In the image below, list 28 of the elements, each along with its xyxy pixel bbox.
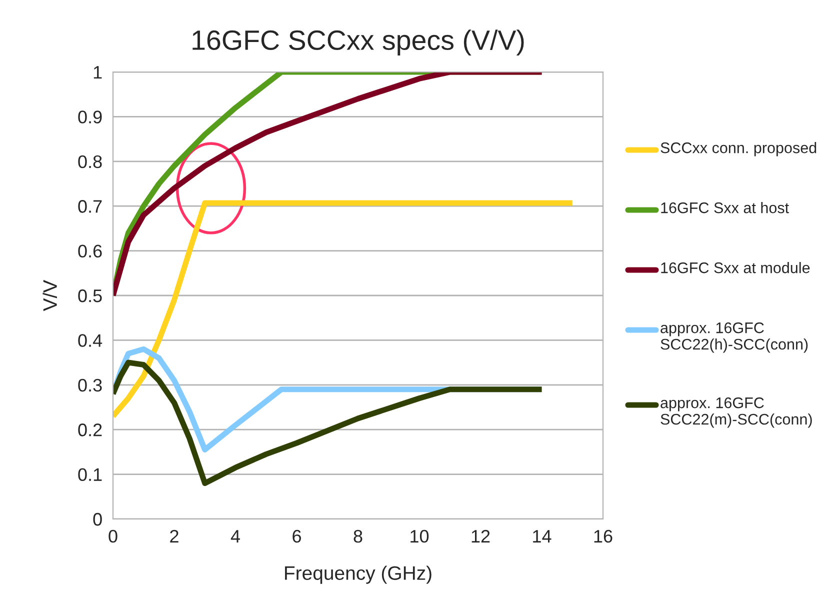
y-tick-label: 0.9 bbox=[78, 110, 102, 124]
legend-label: approx. 16GFC SCC22(h)-SCC(conn) bbox=[660, 322, 808, 353]
x-tick-label: 0 bbox=[108, 530, 118, 543]
y-axis-title: V/V bbox=[42, 280, 57, 312]
y-tick-label: 0.2 bbox=[78, 424, 102, 436]
legend-label: SCCxx conn. proposed bbox=[660, 142, 816, 156]
legend-label: approx. 16GFC SCC22(m)-SCC(conn) bbox=[660, 397, 812, 428]
y-tick-label: 0.4 bbox=[78, 334, 102, 347]
x-tick-label: 8 bbox=[354, 530, 362, 543]
y-tick-label: 0.7 bbox=[78, 200, 102, 213]
chart-title: 16GFC SCCxx specs (V/V) bbox=[192, 30, 524, 56]
y-tick-label: 0.3 bbox=[78, 378, 102, 392]
y-tick-label: 0.5 bbox=[78, 289, 102, 302]
x-tick-label: 2 bbox=[170, 530, 178, 542]
x-axis-title: Frequency (GHz) bbox=[285, 566, 432, 584]
legend-label: 16GFC Sxx at host bbox=[661, 202, 789, 214]
x-tick-label: 4 bbox=[230, 530, 240, 542]
y-tick-label: 0.6 bbox=[78, 244, 102, 258]
y-tick-label: 0.1 bbox=[78, 468, 102, 482]
y-tick-label: 1 bbox=[94, 66, 102, 79]
x-tick-label: 10 bbox=[410, 530, 429, 543]
x-tick-label: 6 bbox=[292, 530, 301, 543]
x-tick-label: 14 bbox=[533, 530, 552, 542]
x-tick-label: 16 bbox=[594, 530, 612, 543]
y-tick-label: 0.8 bbox=[78, 155, 102, 168]
x-tick-label: 12 bbox=[472, 530, 490, 542]
legend-label: 16GFC Sxx at module bbox=[661, 262, 810, 274]
y-tick-label: 0 bbox=[93, 512, 102, 526]
